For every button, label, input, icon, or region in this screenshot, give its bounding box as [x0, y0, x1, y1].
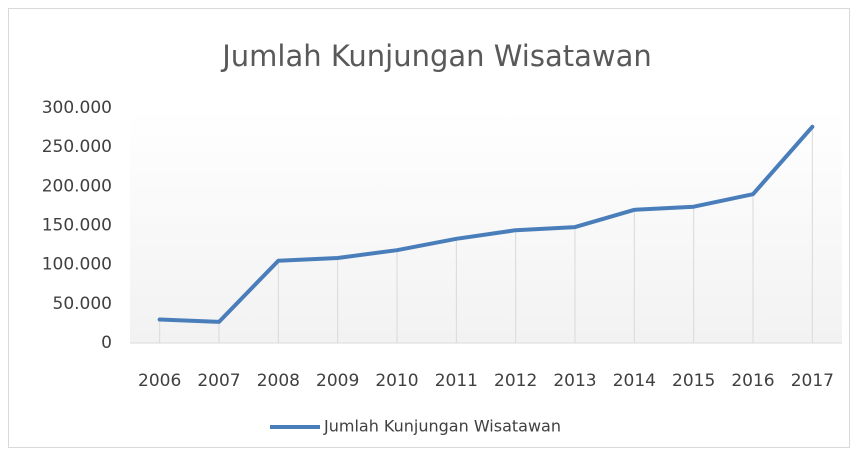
x-tick-label: 2009	[316, 371, 359, 391]
y-tick-label: 200.000	[42, 176, 112, 196]
x-tick-label: 2017	[791, 371, 834, 391]
chart-title: Jumlah Kunjungan Wisatawan	[220, 39, 652, 73]
plot-area	[130, 108, 842, 343]
x-tick-label: 2007	[197, 371, 240, 391]
x-tick-label: 2013	[553, 371, 596, 391]
x-tick-label: 2011	[435, 371, 478, 391]
x-tick-label: 2014	[613, 371, 656, 391]
x-tick-label: 2006	[138, 371, 181, 391]
y-tick-label: 50.000	[53, 294, 112, 314]
x-tick-label: 2008	[257, 371, 300, 391]
x-tick-label: 2012	[494, 371, 537, 391]
y-tick-label: 0	[101, 333, 112, 353]
series-line	[157, 124, 815, 324]
y-tick-label: 150.000	[42, 216, 112, 236]
legend-label: Jumlah Kunjungan Wisatawan	[323, 417, 561, 436]
y-tick-label: 100.000	[42, 255, 112, 275]
x-tick-label: 2016	[731, 371, 774, 391]
y-tick-label: 250.000	[42, 137, 112, 157]
x-tick-label: 2015	[672, 371, 715, 391]
y-tick-label: 300.000	[42, 98, 112, 118]
x-tick-label: 2010	[375, 371, 418, 391]
